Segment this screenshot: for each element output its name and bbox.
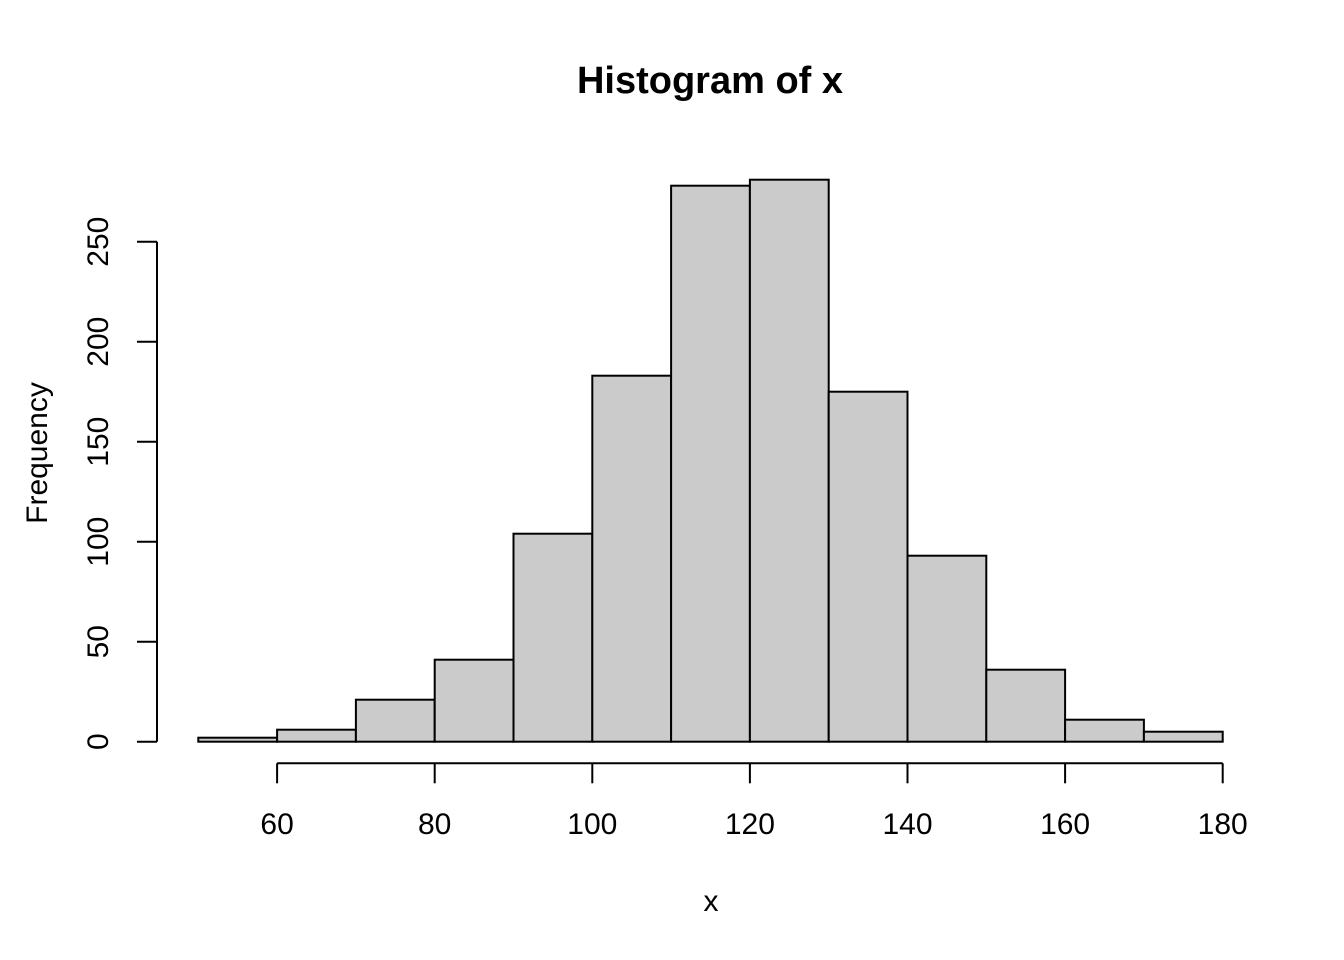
histogram-bar — [512, 532, 594, 743]
y-axis-title: Frequency — [21, 382, 54, 524]
x-axis-title: x — [704, 885, 719, 918]
histogram-bar — [1142, 730, 1224, 743]
x-tick-label: 60 — [260, 808, 293, 841]
histogram-bar — [197, 736, 279, 743]
y-tick-label: 250 — [82, 217, 115, 267]
y-tick-label: 150 — [82, 417, 115, 467]
x-tick-label: 160 — [1040, 808, 1090, 841]
x-tick-label: 100 — [567, 808, 617, 841]
y-tick-label: 100 — [82, 517, 115, 567]
histogram-bar — [276, 728, 357, 743]
bars-group — [197, 178, 1224, 743]
histogram-bar — [354, 698, 436, 743]
y-tick-label: 50 — [82, 625, 115, 658]
histogram-bar — [670, 184, 751, 743]
x-tick-label: 80 — [418, 808, 451, 841]
x-tick-label: 140 — [882, 808, 932, 841]
chart-title: Histogram of x — [577, 60, 843, 102]
y-axis: 0 50 100 150 200 250 — [82, 217, 158, 750]
histogram-bar — [985, 668, 1067, 743]
histogram-bar — [906, 554, 988, 743]
y-tick-label: 200 — [82, 317, 115, 367]
x-tick-label: 180 — [1198, 808, 1248, 841]
histogram-bar — [433, 658, 515, 743]
histogram-bar — [591, 374, 673, 743]
y-tick-label: 0 — [82, 733, 115, 750]
histogram-bar — [827, 390, 909, 743]
histogram-bar — [1064, 718, 1145, 743]
histogram-bar — [748, 178, 830, 743]
x-axis: 60 80 100 120 140 160 180 — [260, 762, 1248, 841]
x-tick-label: 120 — [725, 808, 775, 841]
